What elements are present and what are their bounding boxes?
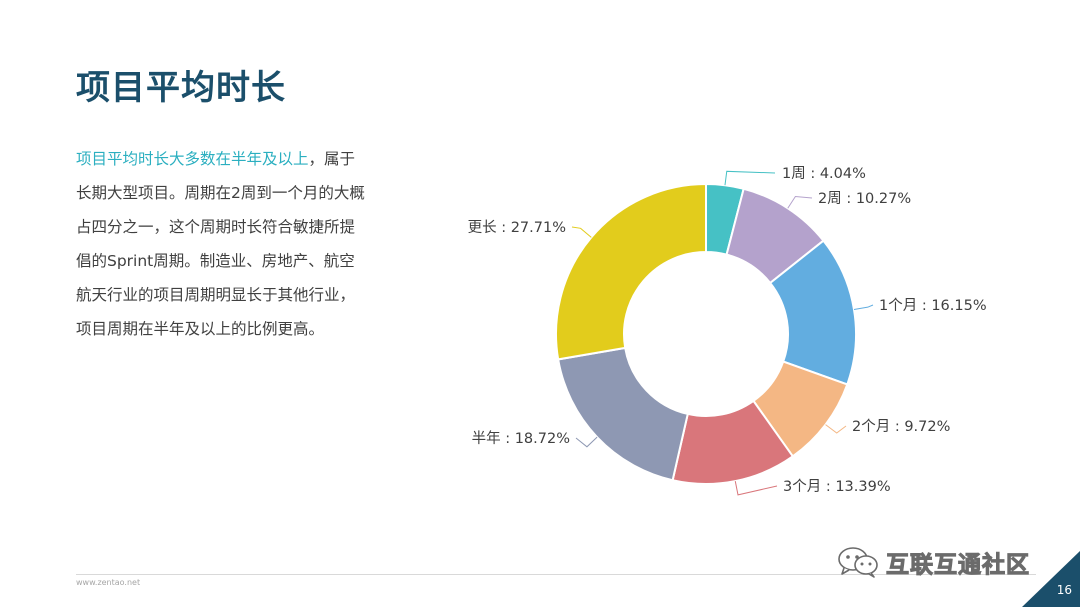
leader-line-6 [575,436,598,448]
page-number: 16 [1056,583,1072,597]
slice-label-2: 2周 : 10.27% [818,191,911,207]
leader-line-5 [734,481,778,496]
leader-line-2 [787,195,813,209]
donut-slice-7 [555,182,707,361]
slice-label-3: 1个月 : 16.15% [879,297,987,314]
watermark: 互联互通社区 [836,545,1030,579]
leader-line-3 [853,304,874,310]
leader-line-4 [825,424,847,434]
donut-slice-6 [557,346,689,482]
donut-labels: 1周 : 4.04% 2周 : 10.27% 1个月 : 16.15% 2个月 : 9… [468,166,987,495]
slice-label-6: 半年 : 18.72% [472,430,570,447]
leader-line-1 [724,170,776,186]
body-paragraph: 项目平均时长大多数在半年及以上，属于长期大型项目。周期在2周到一个月的大概占四分… [76,142,366,346]
body-highlight: 项目平均时长大多数在半年及以上 [76,150,309,168]
donut-slices [555,182,857,485]
body-rest: ，属于长期大型项目。周期在2周到一个月的大概占四分之一，这个周期时长符合敏捷所提… [76,150,365,338]
donut-leader-lines [571,170,874,496]
leader-line-7 [571,226,592,238]
slice-label-4: 2个月 : 9.72% [852,418,950,435]
slide-title: 项目平均时长 [76,68,286,108]
slice-label-5: 3个月 : 13.39% [783,478,891,495]
slice-label-7: 更长 : 27.71% [468,219,566,236]
slice-label-1: 1周 : 4.04% [782,166,866,182]
footer-url: www.zentao.net [76,578,141,587]
watermark-text: 互联互通社区 [886,552,1030,579]
footer-divider [76,574,1036,575]
corner-accent [1022,551,1080,607]
wechat-icon [838,547,878,578]
